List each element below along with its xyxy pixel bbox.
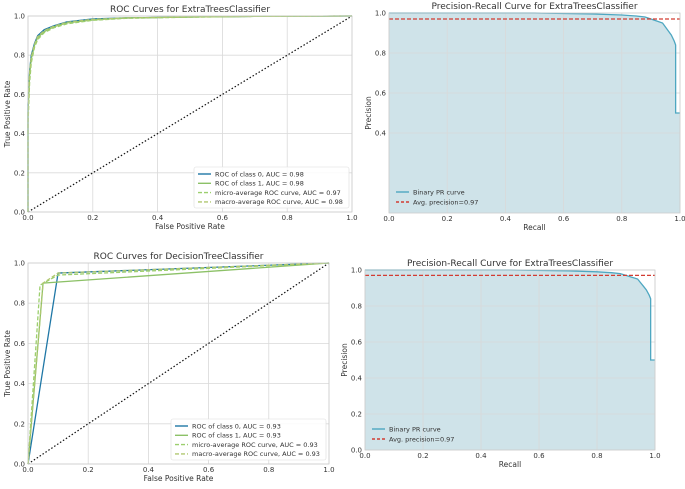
x-tick-label: 0.4 — [152, 214, 164, 222]
x-tick-label: 0.4 — [475, 452, 487, 460]
roc-curve-4 — [27, 15, 353, 212]
y-tick-label: 0.2 — [351, 411, 362, 419]
x-tick-label: 0.2 — [417, 452, 428, 460]
y-tick-label: 0.2 — [14, 169, 25, 177]
x-tick-label: 0.6 — [533, 452, 545, 460]
y-tick-label: 0.6 — [14, 340, 26, 348]
x-tick-label: 0.4 — [500, 215, 512, 223]
chart-title: Precision-Recall Curve for ExtraTreesCla… — [407, 259, 613, 269]
x-tick-label: 0.8 — [282, 214, 293, 222]
chart-title: ROC Curves for DecisionTreeClassifier — [94, 252, 264, 262]
chart-3: 0.0 0.2 0.4 0.6 0.8 1.0 0.0 0.2 0.4 0.6 0.8 1.0 ROC … — [3, 252, 335, 483]
y-tick-label: 1.0 — [351, 267, 362, 275]
y-axis-label: True Positive Rate — [3, 80, 12, 148]
plot-frame — [364, 269, 656, 451]
x-tick-label: 1.0 — [346, 214, 357, 222]
x-tick-label: 0.8 — [616, 215, 627, 223]
legend: ROC of class 0, AUC = 0.93 ROC of class 1… — [170, 418, 327, 461]
y-axis-label: Precision — [340, 343, 349, 377]
y-tick-label: 0.2 — [14, 420, 25, 428]
legend-entry: Avg. precision=0.97 — [413, 198, 478, 206]
y-tick-label: 0.8 — [14, 300, 25, 308]
chart-1: 0.0 0.2 0.4 0.6 0.8 1.0 0.0 0.2 0.4 0.6 0.8 1.0 ROC … — [3, 5, 358, 231]
pr-curve-line — [365, 269, 655, 361]
x-tick-label: 0.2 — [442, 215, 453, 223]
chance-diagonal-line — [27, 262, 330, 465]
pr-area-fill — [389, 13, 680, 213]
x-axis-label: Recall — [499, 460, 521, 469]
x-tick-label: 0.0 — [359, 452, 370, 460]
plot-frame — [27, 262, 330, 465]
y-tick-label: 0.6 — [351, 339, 363, 347]
x-tick-label: 0.4 — [143, 466, 155, 474]
x-tick-label: 0.6 — [203, 466, 215, 474]
x-tick-label: 0.0 — [22, 466, 33, 474]
x-tick-label: 0.8 — [591, 452, 602, 460]
y-tick-label: 0.0 — [351, 447, 362, 455]
x-tick-label: 1.0 — [674, 215, 685, 223]
x-tick-label: 0.2 — [83, 466, 94, 474]
y-axis-label: Precision — [364, 96, 373, 130]
x-tick-label: 0.8 — [263, 466, 274, 474]
x-tick-label: 0.0 — [22, 214, 33, 222]
chart-2: 0.0 0.2 0.4 0.6 0.8 1.0 0.4 0.6 0.8 1.0 Precision-… — [364, 2, 685, 232]
x-tick-label: 1.0 — [649, 452, 660, 460]
y-tick-label: 0.6 — [375, 90, 387, 98]
legend-box — [193, 166, 350, 209]
y-tick-label: 0.6 — [14, 91, 26, 99]
legend-entry: Binary PR curve — [413, 188, 465, 196]
roc-curve-3 — [27, 262, 330, 465]
pr-curve-line — [389, 12, 680, 114]
legend-entry: ROC of class 1, AUC = 0.98 — [215, 180, 304, 188]
y-tick-label: 0.8 — [375, 50, 386, 58]
legend-box — [170, 418, 327, 461]
y-tick-label: 0.8 — [351, 303, 362, 311]
chart-title: Precision-Recall Curve for ExtraTreesCla… — [431, 2, 637, 12]
x-axis-label: Recall — [523, 223, 545, 232]
legend-entry: micro-average ROC curve, AUC = 0.93 — [192, 441, 318, 449]
x-tick-label: 0.2 — [87, 214, 98, 222]
x-axis-label: False Positive Rate — [155, 222, 225, 231]
legend-entry: Binary PR curve — [389, 425, 441, 433]
y-tick-label: 0.4 — [375, 130, 387, 138]
plot-frame — [388, 12, 681, 214]
legend-entry: macro-average ROC curve, AUC = 0.93 — [192, 450, 320, 458]
chance-diagonal-line — [27, 15, 353, 213]
chart-title: ROC Curves for ExtraTreesClassifier — [110, 5, 270, 15]
legend-entry: micro-average ROC curve, AUC = 0.97 — [215, 189, 341, 197]
y-tick-label: 0.4 — [351, 375, 363, 383]
y-tick-label: 0.0 — [14, 209, 25, 217]
x-tick-label: 0.0 — [383, 215, 394, 223]
legend-entry: ROC of class 1, AUC = 0.93 — [192, 432, 281, 440]
y-tick-label: 0.4 — [14, 130, 26, 138]
legend: Binary PR curve Avg. precision=0.97 — [372, 425, 454, 443]
legend-entry: ROC of class 0, AUC = 0.98 — [215, 170, 304, 178]
pr-area-fill — [365, 270, 655, 450]
y-tick-label: 1.0 — [14, 260, 25, 268]
y-axis-label: True Positive Rate — [3, 330, 12, 398]
x-tick-label: 0.6 — [558, 215, 570, 223]
y-tick-label: 0.4 — [14, 380, 26, 388]
plot-frame — [27, 15, 353, 213]
legend-entry: macro-average ROC curve, AUC = 0.98 — [215, 198, 343, 206]
x-tick-label: 0.6 — [217, 214, 229, 222]
roc-curve-4 — [27, 262, 330, 465]
legend: Binary PR curve Avg. precision=0.97 — [396, 188, 478, 206]
y-tick-label: 1.0 — [14, 13, 25, 21]
y-tick-label: 1.0 — [375, 10, 386, 18]
legend-entry: Avg. precision=0.97 — [389, 435, 454, 443]
y-tick-label: 0.8 — [14, 52, 25, 60]
legend-entry: ROC of class 0, AUC = 0.93 — [192, 422, 281, 430]
chart-4: 0.0 0.2 0.4 0.6 0.8 1.0 0.0 0.2 0.4 0.6 0.8 1.0 Prec… — [340, 259, 661, 469]
y-tick-label: 0.0 — [14, 461, 25, 469]
x-axis-label: False Positive Rate — [144, 474, 214, 483]
legend: ROC of class 0, AUC = 0.98 ROC of class 1… — [193, 166, 350, 209]
x-tick-label: 1.0 — [323, 466, 334, 474]
